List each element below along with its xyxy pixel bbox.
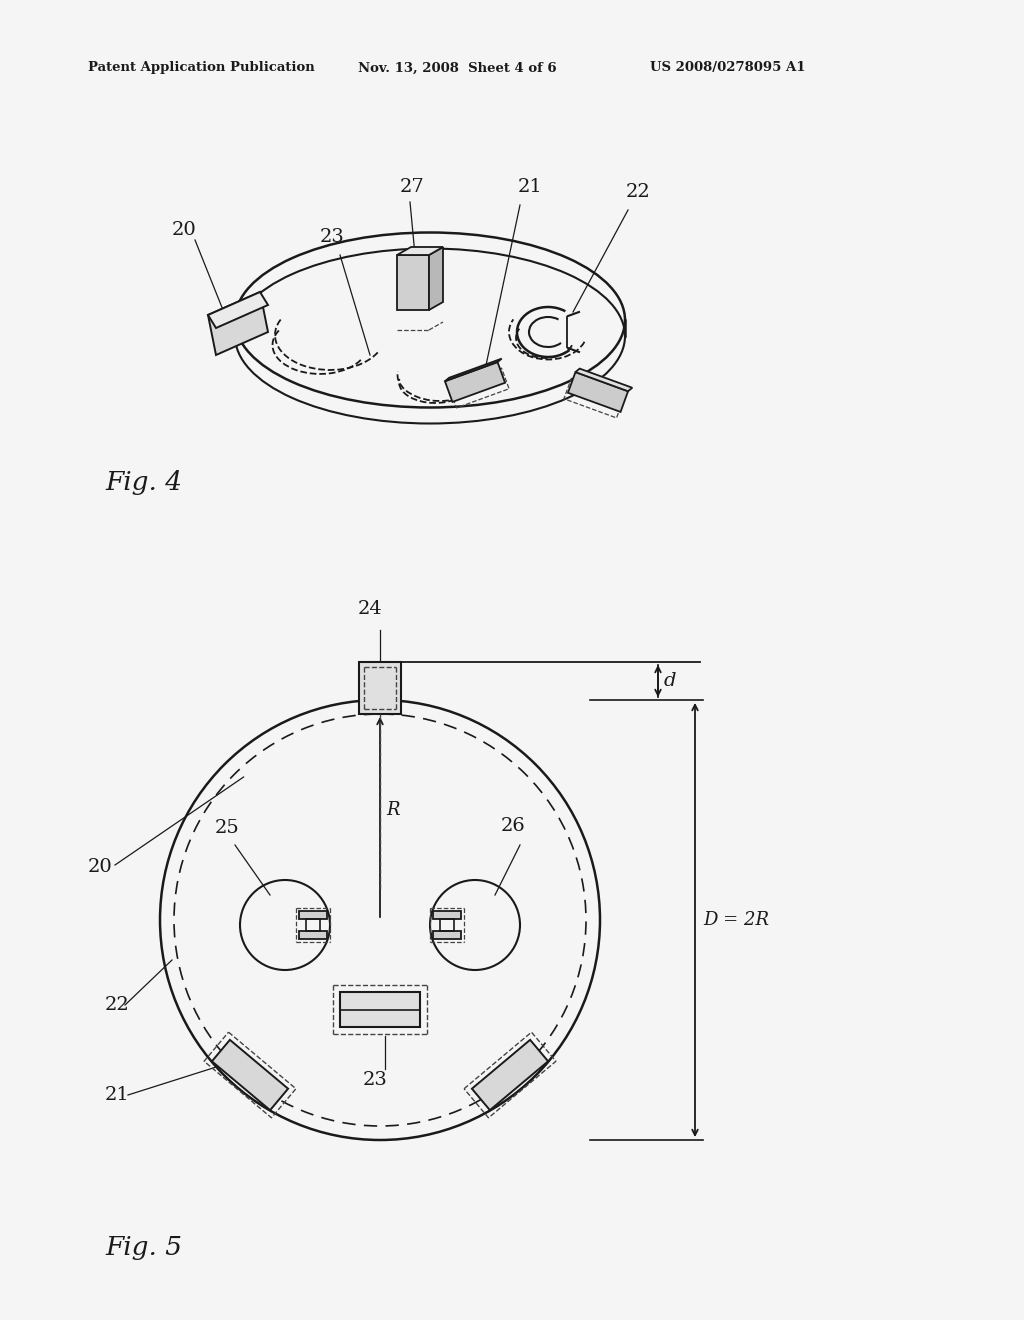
Text: US 2008/0278095 A1: US 2008/0278095 A1 xyxy=(650,62,806,74)
Text: Fig. 5: Fig. 5 xyxy=(105,1236,182,1261)
Polygon shape xyxy=(432,911,462,919)
Polygon shape xyxy=(444,359,502,381)
Polygon shape xyxy=(208,292,268,327)
Text: Nov. 13, 2008  Sheet 4 of 6: Nov. 13, 2008 Sheet 4 of 6 xyxy=(358,62,557,74)
Polygon shape xyxy=(397,255,429,310)
Polygon shape xyxy=(444,362,505,401)
Polygon shape xyxy=(299,911,328,919)
Text: 27: 27 xyxy=(400,178,425,195)
Polygon shape xyxy=(568,372,628,412)
Polygon shape xyxy=(575,368,632,391)
Polygon shape xyxy=(472,1040,548,1110)
Text: D = 2R: D = 2R xyxy=(703,911,769,929)
Polygon shape xyxy=(212,1040,288,1110)
Polygon shape xyxy=(429,247,443,310)
Text: 20: 20 xyxy=(172,220,197,239)
Polygon shape xyxy=(299,931,328,939)
Polygon shape xyxy=(432,931,462,939)
Polygon shape xyxy=(397,247,443,255)
Text: 21: 21 xyxy=(105,1086,130,1104)
Text: d: d xyxy=(664,672,677,690)
Text: R: R xyxy=(386,801,399,818)
Text: 22: 22 xyxy=(105,997,130,1014)
Text: 23: 23 xyxy=(362,1071,387,1089)
Text: 25: 25 xyxy=(215,818,240,837)
Polygon shape xyxy=(208,292,268,355)
Text: 23: 23 xyxy=(319,228,345,246)
Text: 20: 20 xyxy=(88,858,113,875)
Text: 24: 24 xyxy=(357,601,382,618)
Text: 22: 22 xyxy=(626,183,650,201)
Text: 21: 21 xyxy=(518,178,543,195)
Polygon shape xyxy=(359,663,401,714)
Text: Fig. 4: Fig. 4 xyxy=(105,470,182,495)
Text: 26: 26 xyxy=(501,817,525,836)
Text: Patent Application Publication: Patent Application Publication xyxy=(88,62,314,74)
Polygon shape xyxy=(340,993,420,1027)
